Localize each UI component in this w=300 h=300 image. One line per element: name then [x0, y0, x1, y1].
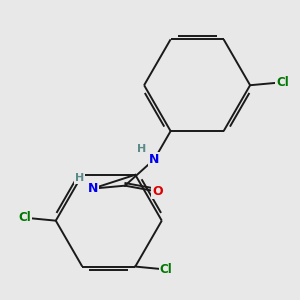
- Text: Cl: Cl: [276, 76, 289, 89]
- Text: N: N: [149, 153, 160, 166]
- Text: Cl: Cl: [19, 211, 31, 224]
- Text: N: N: [87, 182, 98, 195]
- Text: O: O: [152, 185, 163, 198]
- Text: H: H: [137, 144, 146, 154]
- Text: Cl: Cl: [160, 263, 172, 276]
- Text: H: H: [75, 173, 84, 183]
